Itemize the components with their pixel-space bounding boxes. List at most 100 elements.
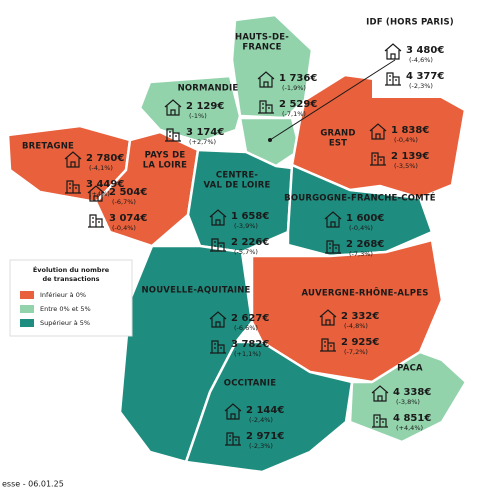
house-change: (-1,9%) <box>282 84 306 92</box>
apartment-icon <box>88 214 104 228</box>
region-name: AUVERGNE-RHÔNE-ALPES <box>301 287 428 299</box>
apartment-icon <box>165 128 181 142</box>
house-change: (-4,1%) <box>89 164 113 172</box>
house-icon <box>384 43 402 60</box>
region-label: NORMANDIE 2 129€(-1%) 3 174€(+2,7%) <box>164 84 239 146</box>
house-change: (-0,4%) <box>394 136 418 144</box>
house-change: (-6,7%) <box>112 198 136 206</box>
house-price: 2 504€ <box>109 187 147 198</box>
region-name: BRETAGNE <box>22 142 74 152</box>
house-icon <box>209 209 227 226</box>
apartment-icon <box>372 414 388 428</box>
region-name: NOUVELLE-AQUITAINE <box>141 286 250 296</box>
house-change: (-0,4%) <box>349 224 373 232</box>
apartment-change: (-3,5%) <box>394 162 418 170</box>
idf-dot <box>268 138 272 142</box>
house-change: (-4,8%) <box>344 322 368 330</box>
legend-label: Supérieur à 5% <box>40 319 90 327</box>
region-shape <box>348 350 468 444</box>
region-label: CENTRE-VAL DE LOIRE 1 658€(-3,9%) 2 226€(-… <box>203 171 270 257</box>
apartment-change: (-5,7%) <box>234 248 258 256</box>
legend-swatch <box>20 305 34 313</box>
apartment-price: 3 174€ <box>186 127 224 138</box>
house-icon <box>319 309 337 326</box>
apartment-price: 4 851€ <box>393 413 431 424</box>
idf-pointer <box>269 59 396 141</box>
house-price: 1 838€ <box>391 125 429 136</box>
region-name: LA LOIRE <box>143 161 187 171</box>
house-price: 1 736€ <box>279 73 317 84</box>
region-label: HAUTS-DE-FRANCE 1 736€(-1,9%) 2 529€(-7,1%… <box>235 33 317 119</box>
apartment-icon <box>320 338 336 352</box>
region-name: GRAND <box>320 129 355 139</box>
house-icon <box>87 185 105 202</box>
apartment-price: 2 925€ <box>341 337 379 348</box>
apartment-price: 2 139€ <box>391 151 429 162</box>
house-icon <box>257 71 275 88</box>
house-price: 2 144€ <box>246 405 284 416</box>
house-change: (-3,8%) <box>396 398 420 406</box>
apartment-change: (+1,1%) <box>234 350 261 358</box>
apartment-icon <box>325 240 341 254</box>
apartment-icon <box>65 180 81 194</box>
house-change: (-4,6%) <box>409 56 433 64</box>
apartment-change: (+4%) <box>89 190 110 198</box>
apartment-change: (-7,2%) <box>344 348 368 356</box>
region-name: PACA <box>397 364 423 374</box>
legend-label: Entre 0% et 5% <box>40 305 91 313</box>
apartment-price: 2 971€ <box>246 431 284 442</box>
apartment-price: 4 377€ <box>406 71 444 82</box>
apartment-change: (-7,3%) <box>349 250 373 258</box>
region-name: FRANCE <box>242 43 281 53</box>
region-name: HAUTS-DE- <box>235 33 289 43</box>
apartment-price: 2 529€ <box>279 99 317 110</box>
region-name: PAYS DE <box>145 151 186 161</box>
region-shape <box>230 13 314 120</box>
house-icon <box>369 123 387 140</box>
apartment-price: 2 268€ <box>346 239 384 250</box>
house-price: 3 480€ <box>406 45 444 56</box>
legend-label: Inférieur à 0% <box>40 291 86 299</box>
house-change: (-3,9%) <box>234 222 258 230</box>
house-price: 1 658€ <box>231 211 269 222</box>
house-change: (-2,4%) <box>249 416 273 424</box>
house-icon <box>164 99 182 116</box>
idf-callout-box <box>372 14 454 98</box>
region-name: VAL DE LOIRE <box>203 181 270 191</box>
legend-title: de transactions <box>42 275 99 283</box>
region-label: BOURGOGNE-FRANCHE-COMTÉ 1 600€(-0,4%) 2 26… <box>284 192 435 259</box>
region-name: EST <box>329 139 347 149</box>
region-name: IDF (HORS PARIS) <box>366 18 454 28</box>
legend-swatch <box>20 319 34 327</box>
region-name: NORMANDIE <box>178 84 239 94</box>
apartment-price: 3 449€ <box>86 179 124 190</box>
region-label: OCCITANIE 2 144€(-2,4%) 2 971€(-2,3%) <box>224 379 285 451</box>
legend-swatch <box>20 291 34 299</box>
region-label: AUVERGNE-RHÔNE-ALPES 2 332€(-4,8%) 2 925€(… <box>301 287 428 357</box>
house-change: (-1%) <box>189 112 207 120</box>
region-name: CENTRE- <box>216 171 259 181</box>
house-icon <box>224 403 242 420</box>
region-name: OCCITANIE <box>224 379 276 389</box>
apartment-icon <box>210 238 226 252</box>
apartment-icon <box>225 432 241 446</box>
apartment-change: (-2,3%) <box>249 442 273 450</box>
house-price: 2 129€ <box>186 101 224 112</box>
apartment-icon <box>385 72 401 86</box>
house-price: 2 780€ <box>86 153 124 164</box>
house-icon <box>371 385 389 402</box>
region-label: BRETAGNE 2 780€(-4,1%) 3 449€(+4%) <box>22 142 124 199</box>
region-label: NOUVELLE-AQUITAINE 2 627€(-6,6%) 3 782€(+1… <box>141 286 269 359</box>
region-label: IDF (HORS PARIS) 3 480€(-4,6%) 4 377€(-2,3… <box>366 18 454 91</box>
apartment-price: 3 782€ <box>231 339 269 350</box>
apartment-price: 2 226€ <box>231 237 269 248</box>
house-icon <box>209 311 227 328</box>
apartment-icon <box>370 152 386 166</box>
apartment-change: (+4,4%) <box>396 424 423 432</box>
footer: esse - 06.01.25 <box>2 480 64 489</box>
apartment-change: (+2,7%) <box>189 138 216 146</box>
